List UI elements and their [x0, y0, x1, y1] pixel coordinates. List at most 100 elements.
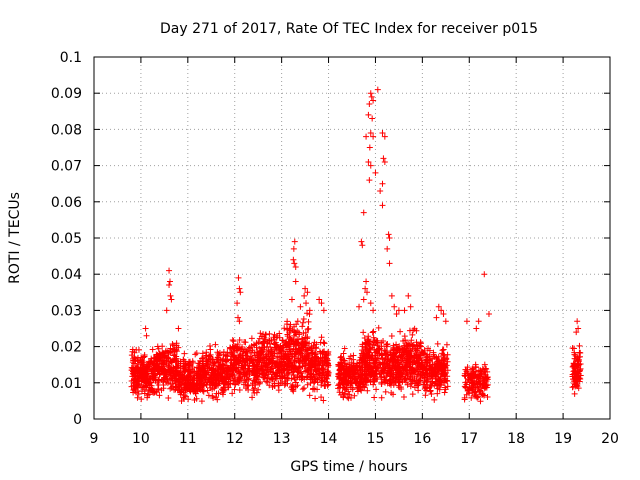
- data-point: [242, 339, 249, 346]
- y-axis-label: ROTI / TECUs: [7, 192, 23, 284]
- data-point: [341, 345, 348, 352]
- data-point: [230, 352, 237, 359]
- data-point: [398, 386, 405, 393]
- data-point: [378, 373, 385, 380]
- data-point: [367, 162, 374, 169]
- data-point: [386, 260, 393, 267]
- data-point: [297, 345, 304, 352]
- data-point: [318, 334, 325, 341]
- data-point: [163, 307, 170, 314]
- data-point: [573, 329, 580, 336]
- data-point: [249, 347, 256, 354]
- data-point: [416, 362, 423, 369]
- data-point: [404, 371, 411, 378]
- x-tick-label: 9: [90, 431, 99, 447]
- data-point: [396, 365, 403, 372]
- data-point: [415, 380, 422, 387]
- data-point: [180, 363, 187, 370]
- data-point: [190, 368, 197, 375]
- data-point: [369, 370, 376, 377]
- data-point: [165, 394, 172, 401]
- data-point: [225, 384, 232, 391]
- data-point: [144, 394, 151, 401]
- data-point: [256, 380, 263, 387]
- data-point: [338, 376, 345, 383]
- data-point: [168, 296, 175, 303]
- data-point: [463, 391, 470, 398]
- data-point: [207, 359, 214, 366]
- data-point: [205, 392, 212, 399]
- data-point: [175, 382, 182, 389]
- data-point: [287, 326, 294, 333]
- data-point: [349, 384, 356, 391]
- data-point: [571, 351, 578, 358]
- data-point: [433, 314, 440, 321]
- data-point: [163, 378, 170, 385]
- data-point: [442, 318, 449, 325]
- data-point: [577, 361, 584, 368]
- data-point: [390, 369, 397, 376]
- data-point: [422, 370, 429, 377]
- data-point: [374, 355, 381, 362]
- data-point: [370, 97, 377, 104]
- y-tick-label: 0.06: [51, 195, 82, 211]
- data-point: [305, 325, 312, 332]
- data-point: [260, 359, 267, 366]
- data-point: [134, 364, 141, 371]
- data-point: [309, 386, 316, 393]
- data-point: [392, 374, 399, 381]
- data-point: [422, 392, 429, 399]
- data-point: [381, 368, 388, 375]
- data-point: [397, 328, 404, 335]
- data-point: [305, 318, 312, 325]
- data-point: [154, 352, 161, 359]
- data-point: [236, 370, 243, 377]
- data-point: [438, 307, 445, 314]
- y-tick-label: 0.07: [51, 159, 82, 175]
- data-point: [378, 352, 385, 359]
- data-point: [292, 263, 299, 270]
- data-point: [388, 292, 395, 299]
- data-point: [461, 370, 468, 377]
- data-point: [365, 158, 372, 165]
- data-point: [275, 382, 282, 389]
- data-point: [318, 365, 325, 372]
- data-point: [573, 363, 580, 370]
- data-point: [472, 389, 479, 396]
- data-point: [138, 378, 145, 385]
- data-point: [301, 385, 308, 392]
- data-point: [430, 351, 437, 358]
- data-point: [200, 365, 207, 372]
- data-point: [408, 337, 415, 344]
- data-point: [242, 379, 249, 386]
- y-tick-label: 0.08: [51, 122, 82, 138]
- x-tick-label: 18: [507, 431, 525, 447]
- data-point: [380, 366, 387, 373]
- data-point: [375, 324, 382, 331]
- x-tick-label: 17: [460, 431, 478, 447]
- data-point: [131, 360, 138, 367]
- data-point: [575, 325, 582, 332]
- data-point: [377, 187, 384, 194]
- data-point: [388, 333, 395, 340]
- data-point: [428, 383, 435, 390]
- data-point: [472, 361, 479, 368]
- data-point: [417, 340, 424, 347]
- data-point: [172, 380, 179, 387]
- data-point: [343, 382, 350, 389]
- data-point: [406, 367, 413, 374]
- data-point: [214, 396, 221, 403]
- data-point: [434, 340, 441, 347]
- data-point: [404, 375, 411, 382]
- data-point: [367, 90, 374, 97]
- data-point: [436, 378, 443, 385]
- data-point: [307, 361, 314, 368]
- data-point: [246, 363, 253, 370]
- data-point: [364, 387, 371, 394]
- data-point: [293, 338, 300, 345]
- data-point: [340, 350, 347, 357]
- data-point: [220, 362, 227, 369]
- data-point: [243, 370, 250, 377]
- x-tick-label: 13: [273, 431, 291, 447]
- data-point: [248, 357, 255, 364]
